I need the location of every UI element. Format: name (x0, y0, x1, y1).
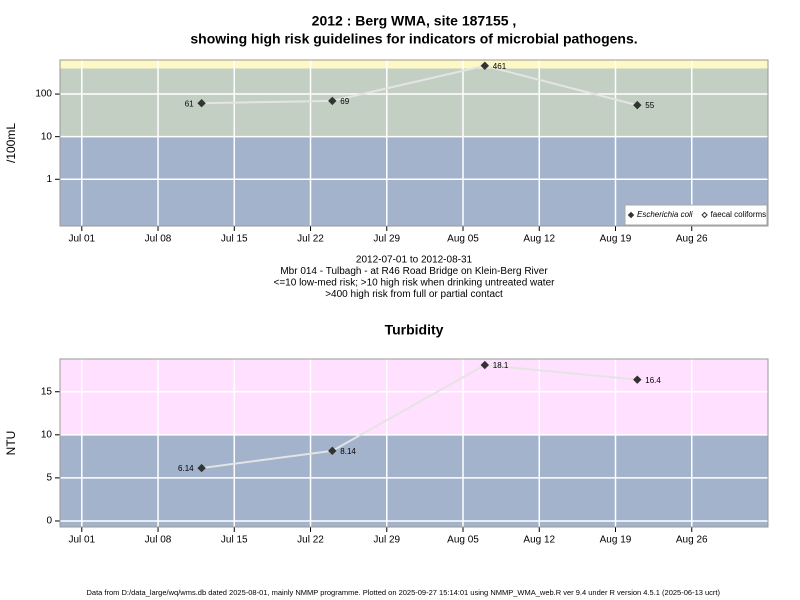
y-tick-label: 10 (41, 429, 53, 440)
legend-marker (701, 211, 708, 219)
data-point (328, 446, 337, 456)
data-label: 6.14 (178, 464, 194, 473)
data-point (480, 360, 490, 370)
data-label: 8.14 (340, 447, 356, 456)
x-tick-label: Aug 12 (523, 234, 555, 245)
y-axis-label: NTU (4, 431, 18, 456)
x-tick-label: Jul 22 (297, 535, 324, 546)
subtitle: Mbr 014 - Tulbagh - at R46 Road Bridge o… (280, 266, 548, 277)
x-tick-label: Aug 26 (676, 234, 708, 245)
data-point (328, 96, 337, 106)
legend-label: Escherichia coli (637, 210, 693, 219)
y-tick-label: 15 (41, 386, 53, 397)
risk-band (60, 434, 768, 527)
risk-band (60, 359, 768, 435)
legend-label: faecal coliforms (711, 210, 767, 219)
data-label: 61 (185, 99, 194, 108)
x-tick-label: Jul 08 (145, 535, 172, 546)
data-label: 18.1 (493, 361, 509, 370)
legend-marker (627, 211, 635, 219)
risk-band (60, 60, 768, 69)
subtitle: <=10 low-med risk; >10 high risk when dr… (274, 278, 556, 289)
data-point (480, 61, 490, 70)
subtitle: >400 high risk from full or partial cont… (325, 289, 503, 300)
footer: Data from D:/data_large/wq/wms.db dated … (86, 588, 720, 597)
data-point (633, 100, 642, 110)
data-point (197, 463, 206, 473)
data-label: 55 (645, 101, 654, 110)
series-line (201, 364, 638, 470)
y-tick-label: 0 (46, 516, 52, 527)
x-tick-label: Jul 01 (68, 234, 95, 245)
x-tick-label: Jul 15 (221, 535, 248, 546)
chart-title: 2012 : Berg WMA, site 187155 , (312, 13, 517, 29)
series-line (201, 64, 638, 107)
y-tick-label: 100 (35, 89, 52, 100)
data-label: 461 (493, 62, 507, 71)
x-tick-label: Jul 29 (373, 535, 400, 546)
plot-frame (59, 59, 769, 227)
x-tick-label: Aug 05 (447, 234, 479, 245)
x-tick-label: Aug 12 (523, 535, 555, 546)
chart-title: Turbidity (385, 322, 444, 338)
x-tick-label: Jul 01 (68, 535, 95, 546)
y-tick-label: 1 (46, 174, 52, 185)
data-label: 69 (340, 97, 349, 106)
x-tick-label: Jul 15 (221, 234, 248, 245)
x-tick-label: Jul 08 (145, 234, 172, 245)
legend-box (624, 204, 768, 226)
x-tick-label: Aug 26 (676, 535, 708, 546)
y-tick-label: 10 (41, 131, 53, 142)
x-tick-label: Jul 29 (373, 234, 400, 245)
y-axis-label: /100mL (4, 123, 18, 163)
data-point (633, 375, 642, 384)
subtitle: 2012-07-01 to 2012-08-31 (356, 255, 473, 266)
x-tick-label: Aug 19 (600, 535, 632, 546)
x-tick-label: Aug 19 (600, 234, 632, 245)
data-point (197, 98, 206, 108)
data-label: 16.4 (645, 376, 661, 385)
risk-band (60, 68, 768, 137)
chart-title: showing high risk guidelines for indicat… (190, 31, 637, 47)
x-tick-label: Jul 22 (297, 234, 324, 245)
x-tick-label: Aug 05 (447, 535, 479, 546)
y-tick-label: 5 (46, 473, 52, 484)
plot-frame (59, 358, 769, 528)
